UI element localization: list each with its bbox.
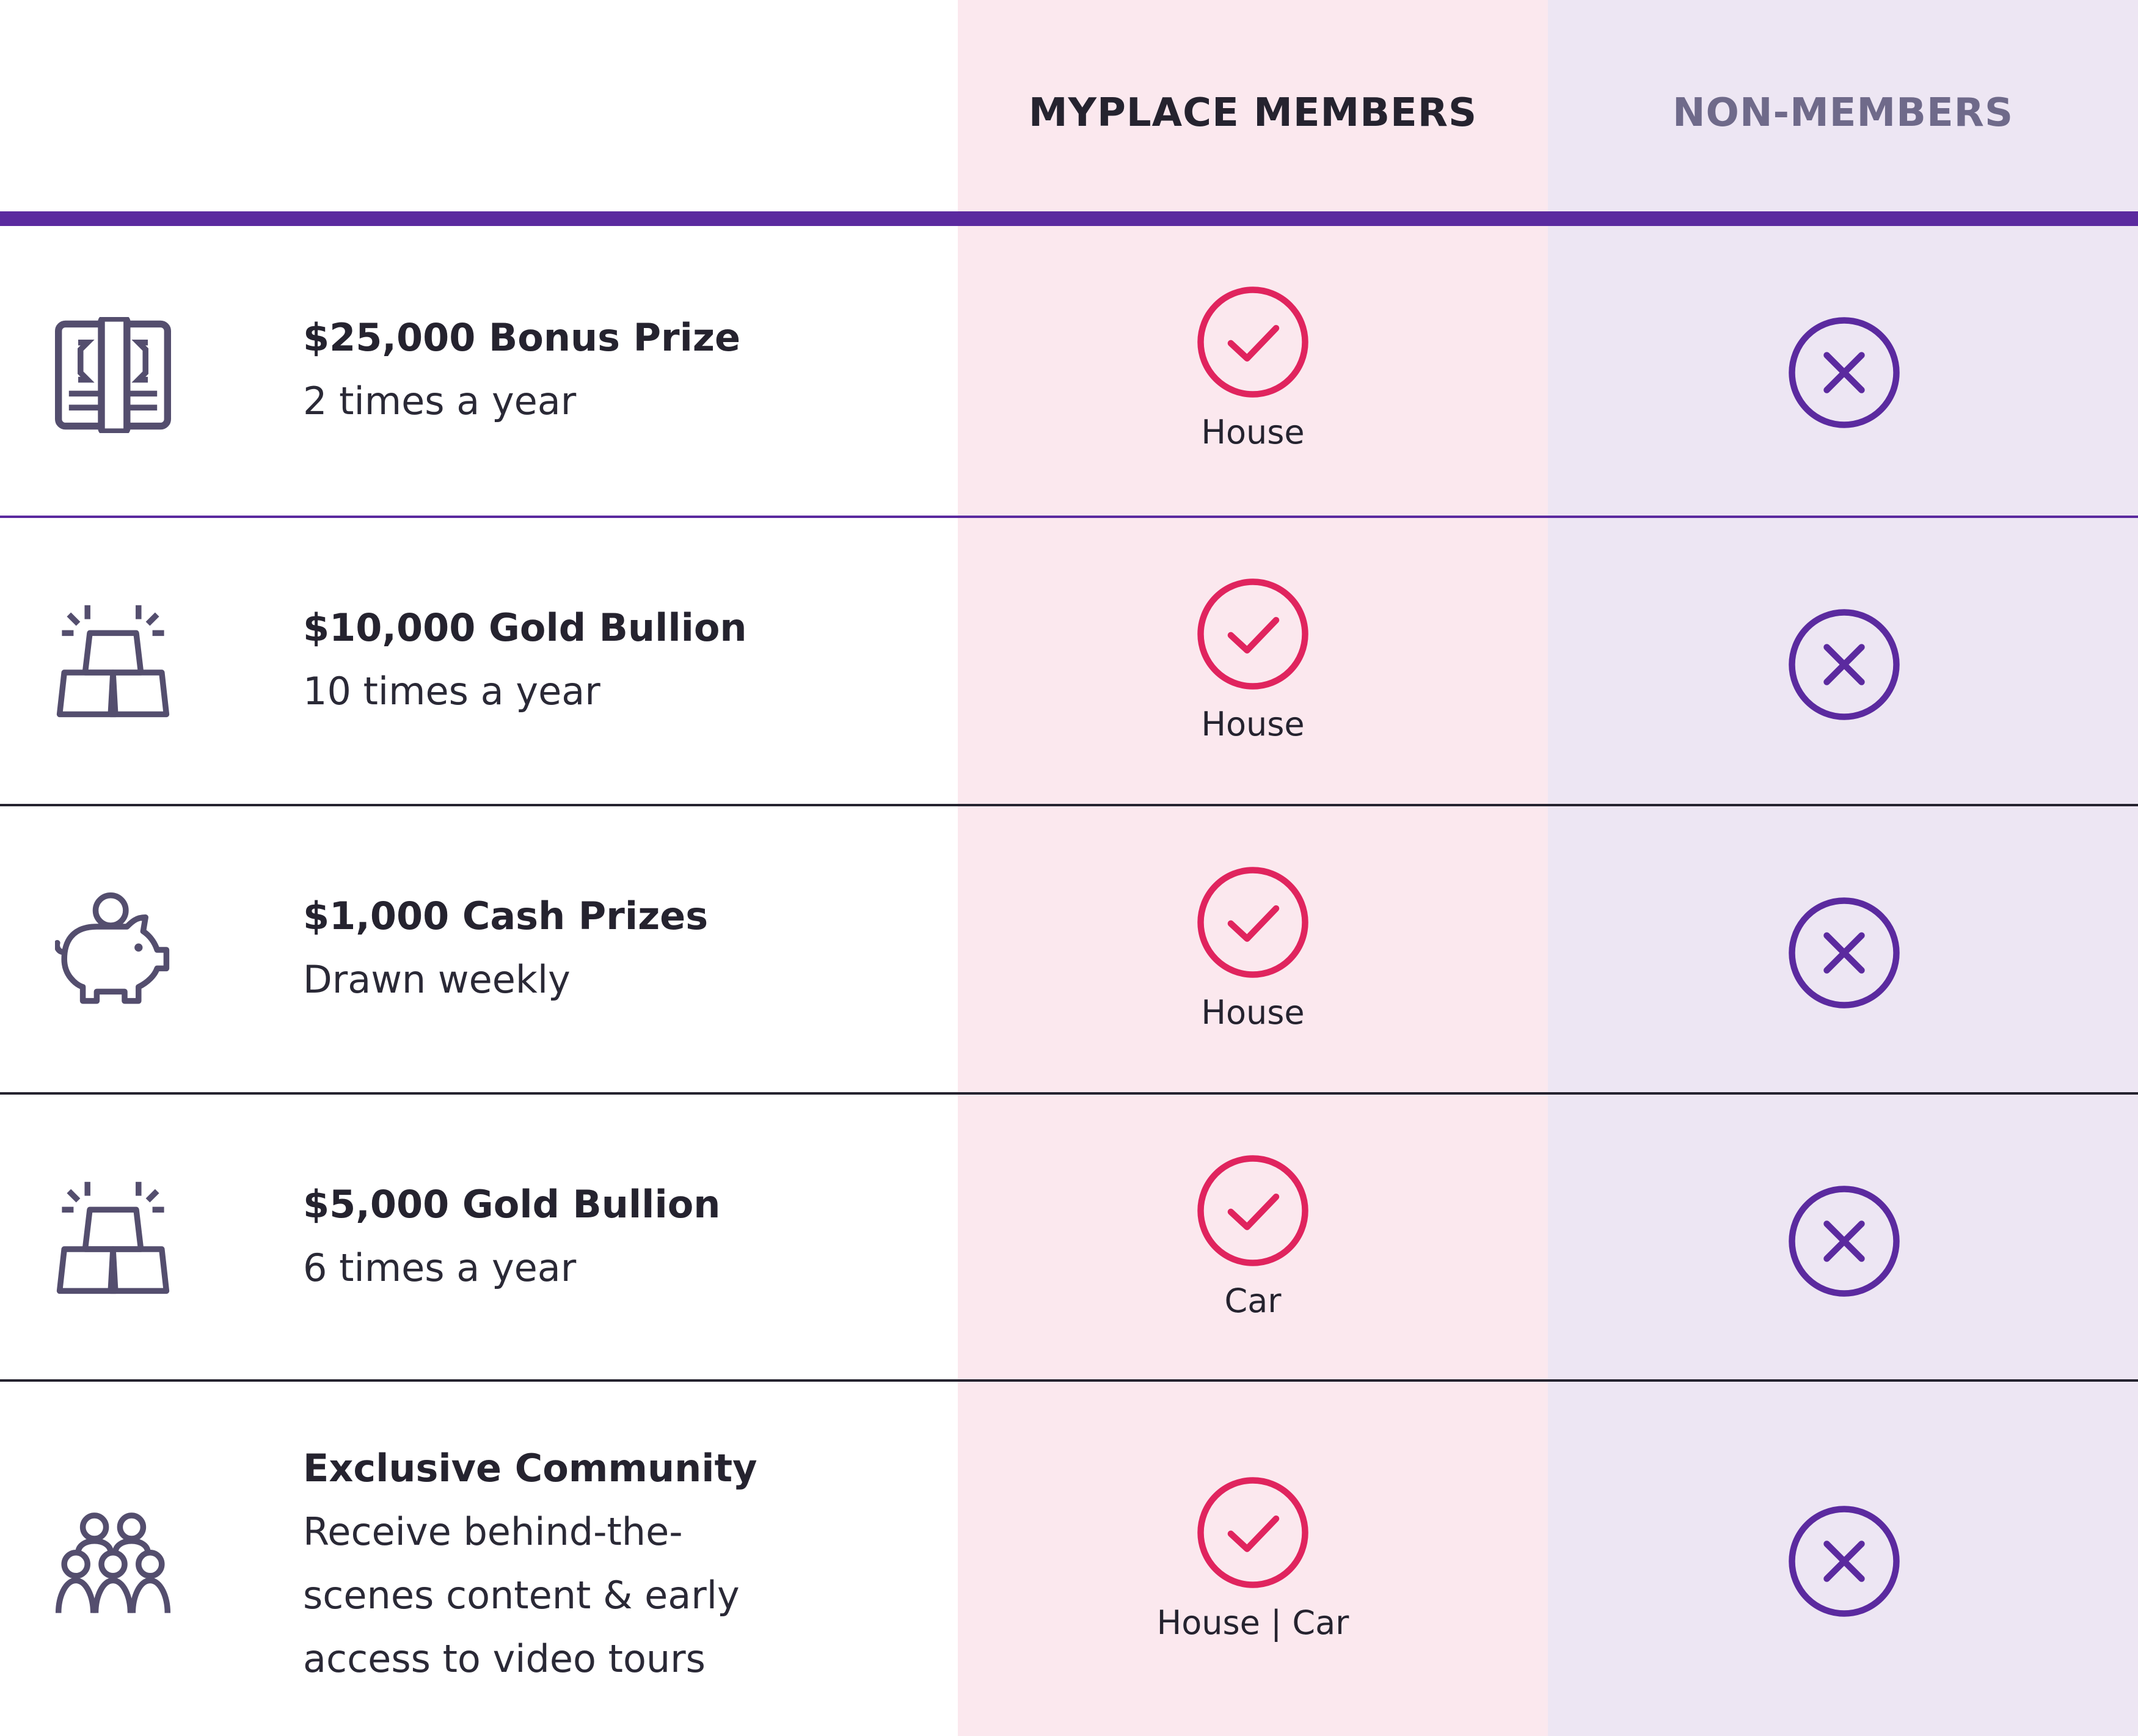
member-prize-label: House | Car [1156,1603,1349,1642]
member-cell: House [958,284,1548,454]
cash-stack-icon [55,317,171,433]
cross-icon [1789,1186,1900,1297]
check-icon [1197,1477,1308,1588]
benefit-row: $25,000 Bonus Prize 2 times a year House [0,226,2138,518]
community-icon [55,1512,171,1613]
member-prize-label: House [1201,993,1305,1032]
benefit-subtitle: Drawn weekly [303,957,571,1002]
members-column-header: MYPLACE MEMBERS [1028,90,1478,136]
cross-icon [1789,317,1900,428]
member-cell: House [958,864,1548,1034]
check-icon [1197,1155,1308,1266]
benefit-text: Exclusive Community Receive behind-the- … [303,1437,853,1691]
benefit-subtitle: Receive behind-the- scenes content & ear… [303,1509,740,1681]
row-divider [0,1092,2138,1095]
benefit-text: $1,000 Cash Prizes Drawn weekly [303,884,853,1012]
check-icon [1197,286,1308,398]
benefit-text: $10,000 Gold Bullion 10 times a year [303,596,853,723]
member-prize-label: Car [1224,1282,1282,1320]
gold-bullion-icon [56,1181,170,1294]
row-divider [0,804,2138,806]
benefit-title: $25,000 Bonus Prize [303,315,740,360]
member-prize-label: House [1201,413,1305,451]
non-members-column-background [1548,0,2138,1736]
member-cell: House [958,576,1548,746]
row-divider [0,1379,2138,1382]
benefit-title: $1,000 Cash Prizes [303,894,709,938]
member-cell: House | Car [958,1475,1548,1644]
benefit-row: $10,000 Gold Bullion 10 times a year Hou… [0,518,2138,806]
piggy-bank-icon [55,892,170,1004]
benefit-subtitle: 10 times a year [303,669,600,713]
benefit-row: $5,000 Gold Bullion 6 times a year Car [0,1095,2138,1382]
check-icon [1197,578,1308,690]
cross-icon [1789,897,1900,1008]
benefit-subtitle: 2 times a year [303,379,577,423]
member-prize-label: House [1201,705,1305,743]
benefit-subtitle: 6 times a year [303,1245,577,1290]
row-divider [0,516,2138,518]
member-cell: Car [958,1153,1548,1322]
benefit-row: Exclusive Community Receive behind-the- … [0,1382,2138,1736]
benefit-text: $5,000 Gold Bullion 6 times a year [303,1173,853,1300]
check-icon [1197,867,1308,978]
benefit-text: $25,000 Bonus Prize 2 times a year [303,306,853,433]
non-members-column-header: NON-MEMBERS [1672,90,2014,136]
benefit-title: Exclusive Community [303,1446,757,1490]
benefit-title: $5,000 Gold Bullion [303,1182,721,1227]
cross-icon [1789,609,1900,720]
benefit-row: $1,000 Cash Prizes Drawn weekly House [0,806,2138,1095]
cross-icon [1789,1506,1900,1617]
header-divider [0,211,2138,226]
benefit-title: $10,000 Gold Bullion [303,605,747,650]
gold-bullion-icon [56,605,170,718]
